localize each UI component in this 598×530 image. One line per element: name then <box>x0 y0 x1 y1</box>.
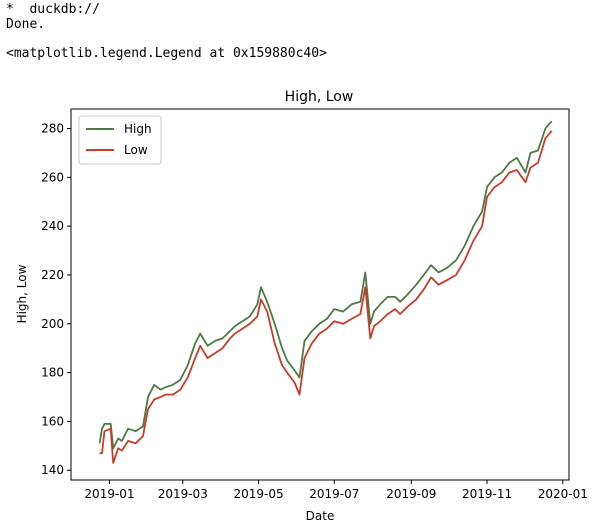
status-line: Done. <box>6 17 46 32</box>
y-axis: 140 160 180 200 220 240 260 280 <box>41 122 71 477</box>
legend: High Low <box>78 115 162 165</box>
y-tick-label: 160 <box>41 414 64 428</box>
x-tick-label: 2019-11 <box>462 487 512 501</box>
x-tick-label: 2019-05 <box>233 487 283 501</box>
series-line-high <box>98 120 553 450</box>
y-axis-label: High, Low <box>15 264 29 323</box>
legend-label-low: Low <box>124 143 148 157</box>
plot-frame <box>70 108 570 481</box>
y-tick-label: 240 <box>41 219 64 233</box>
y-tick-label: 280 <box>41 122 64 136</box>
x-tick-label: 2019-07 <box>309 487 359 501</box>
repr-line: <matplotlib.legend.Legend at 0x159880c40… <box>6 46 327 61</box>
x-tick-label: 2020-01 <box>538 487 588 501</box>
legend-label-high: High <box>124 122 152 136</box>
y-tick-label: 140 <box>41 463 64 477</box>
series-line-low <box>99 130 553 464</box>
chart-title: High, Low <box>285 89 354 105</box>
x-tick-label: 2019-09 <box>386 487 436 501</box>
connection-line: * duckdb:// <box>6 2 100 17</box>
x-axis-label: Date <box>306 509 335 523</box>
y-tick-label: 200 <box>41 317 64 331</box>
line-chart: High, Low 140 160 180 200 220 240 260 280 2019-… <box>15 89 588 523</box>
spacer <box>6 32 327 46</box>
y-tick-label: 220 <box>41 268 64 282</box>
x-tick-label: 2019-01 <box>84 487 134 501</box>
x-axis: 2019-01 2019-03 2019-05 2019-07 2019-09 2019-… <box>84 480 588 501</box>
y-tick-label: 260 <box>41 170 64 184</box>
y-tick-label: 180 <box>41 366 64 380</box>
series-layer <box>98 120 553 464</box>
x-tick-label: 2019-03 <box>158 487 208 501</box>
console-output: * duckdb:// Done. <matplotlib.legend.Leg… <box>6 2 327 61</box>
